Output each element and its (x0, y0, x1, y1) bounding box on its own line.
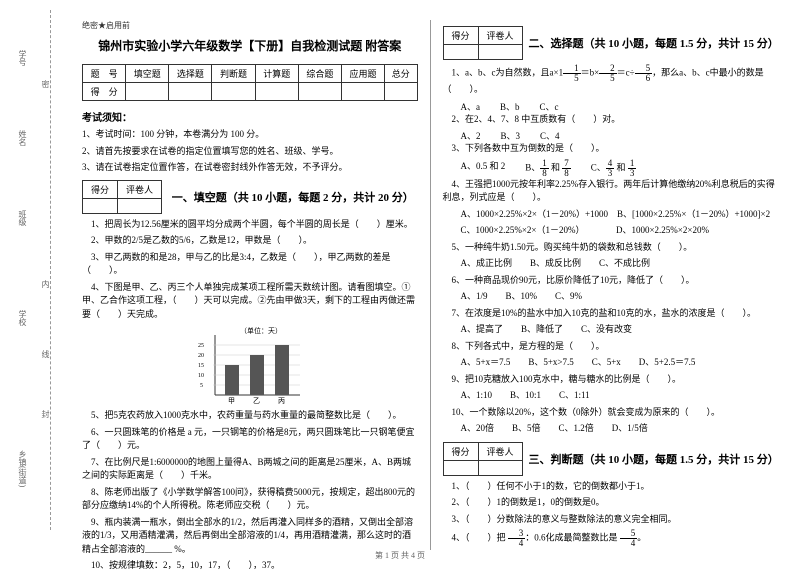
bind-mark: 密 (40, 80, 51, 88)
score-summary-table: 题 号 填空题 选择题 判断题 计算题 综合题 应用题 总分 得 分 (82, 64, 418, 101)
s2q2: 2、在2、4、7、8 中互质数有（ ）对。 (443, 113, 779, 127)
s2q3: 3、下列各数中互为倒数的是（ ）。 (443, 142, 779, 156)
td[interactable] (126, 83, 169, 101)
q1: 1、把周长为12.56厘米的圆平均分成两个半圆，每个半圆的周长是（ ）厘米。 (82, 218, 418, 232)
s2q8: 8、下列各式中，是方程的是（ ）。 (443, 340, 779, 354)
s3q4: 4、（ ）把 34：0.6化成最简整数比是 54。 (443, 529, 779, 548)
page-footer: 第 1 页 共 4 页 (0, 550, 800, 561)
s3q1: 1、（ ）任何不小于1的数，它的倒数都小于1。 (443, 480, 779, 494)
s2q9-o: A、1:10 B、10:1 C、1:11 (443, 389, 779, 403)
th: 综合题 (298, 65, 341, 83)
svg-text:甲: 甲 (228, 397, 235, 405)
svg-text:乙: 乙 (253, 397, 260, 405)
s2q3-opts: A、0.5 和 2 B、18 和 78 C、43 和 13 (461, 159, 779, 178)
s2q4-o1: A、1000×2.25%×2×（1－20%）+1000 B、[1000×2.25… (443, 208, 779, 222)
s2q5-o: A、成正比例 B、成反比例 C、不成比例 (443, 257, 779, 271)
s2q7-o: A、提高了 B、降低了 C、没有改变 (443, 323, 779, 337)
right-column: 得分评卷人 二、选择题（共 10 小题，每题 1.5 分，共计 15 分） 1、… (431, 20, 791, 550)
s2q2-opts: A、2B、3C、4 (461, 129, 779, 142)
q3: 3、甲乙两数的和是28，甲与乙的比是3:4，乙数是（ ），甲乙两数的差是（ ）。 (82, 251, 418, 278)
secrecy-tag: 绝密★启用前 (82, 20, 418, 31)
section-2-head: 得分评卷人 二、选择题（共 10 小题，每题 1.5 分，共计 15 分） (443, 26, 779, 60)
q10: 10、按规律填数：2，5，10，17，（ ），37。 (82, 559, 418, 573)
section-2-title: 二、选择题（共 10 小题，每题 1.5 分，共计 15 分） (529, 35, 778, 51)
s2q10-o: A、20倍 B、5倍 C、1.2倍 D、1/5倍 (443, 422, 779, 436)
s2q1: 1、a、b、c为自然数，且a×115＝b×25＝c÷56，那么a、b、c中最小的… (443, 64, 779, 97)
th: 题 号 (83, 65, 126, 83)
q2: 2、甲数的2/5是乙数的5/6，乙数是12，甲数是（ ）。 (82, 234, 418, 248)
s2q5: 5、一种纯牛奶1.50元。购买纯牛奶的袋数和总钱数（ ）。 (443, 241, 779, 255)
q7: 7、在比例尺是1:6000000的地图上量得A、B两城之间的距离是25厘米，A、… (82, 456, 418, 483)
s3q3: 3、（ ）分数除法的意义与整数除法的意义完全相同。 (443, 513, 779, 527)
score-box: 得分评卷人 (443, 26, 523, 60)
th: 应用题 (341, 65, 384, 83)
svg-text:25: 25 (198, 343, 204, 349)
section-3-head: 得分评卷人 三、判断题（共 10 小题，每题 1.5 分，共计 15 分） (443, 442, 779, 476)
q8: 8、陈老师出版了《小学数学解答100问》，获得稿费5000元，按规定，超出800… (82, 486, 418, 513)
page: 绝密★启用前 锦州市实验小学六年级数学【下册】自我检测试题 附答案 题 号 填空… (0, 0, 800, 565)
s2q6-o: A、1/9 B、10% C、9% (443, 290, 779, 304)
binding-line (50, 10, 51, 530)
svg-text:丙: 丙 (278, 397, 285, 405)
s3q2: 2、（ ）1的倒数是1，0的倒数是0。 (443, 496, 779, 510)
svg-text:10: 10 (198, 373, 204, 379)
q5: 5、把5克农药放入1000克水中，农药重量与药水重量的最简整数比是（ ）。 (82, 409, 418, 423)
bind-mark: 线 (40, 350, 51, 358)
bind-mark: 封 (40, 410, 51, 418)
bind-label: 乡镇(街道) (17, 450, 28, 487)
q4: 4、下图是甲、乙、丙三个人单独完成某项工程所需天数统计图。请看图填空。①甲、乙合… (82, 281, 418, 322)
bind-label: 学校 (17, 310, 28, 326)
section-3-title: 三、判断题（共 10 小题，每题 1.5 分，共计 15 分） (529, 451, 778, 467)
q6: 6、一只圆珠笔的价格是 a 元，一只钢笔的价格是8元，两只圆珠笔比一只钢笔便宜了… (82, 426, 418, 453)
s2q1-opts: A、aB、bC、c (461, 100, 779, 113)
notice-title: 考试须知： (82, 109, 418, 124)
th: 选择题 (169, 65, 212, 83)
bind-label: 班级 (17, 210, 28, 226)
notice-item: 2、请首先按要求在试卷的指定位置填写您的姓名、班级、学号。 (82, 145, 418, 158)
s2q7: 7、在浓度是10%的盐水中加入10克的盐和10克的水，盐水的浓度是（ ）。 (443, 307, 779, 321)
s2q9: 9、把10克糖放入100克水中，糖与糖水的比例是（ ）。 (443, 373, 779, 387)
th: 填空题 (126, 65, 169, 83)
bind-mark: 内 (40, 280, 51, 288)
left-column: 绝密★启用前 锦州市实验小学六年级数学【下册】自我检测试题 附答案 题 号 填空… (70, 20, 431, 550)
s2q4-o2: C、1000×2.25%×2×（1－20%） D、1000×2.25%×2×20… (443, 224, 779, 238)
th: 计算题 (255, 65, 298, 83)
td: 得 分 (83, 83, 126, 101)
exam-title: 锦州市实验小学六年级数学【下册】自我检测试题 附答案 (82, 37, 418, 54)
svg-text:20: 20 (198, 353, 204, 359)
s2q8-o: A、5+x＝7.5 B、5+x>7.5 C、5+x D、5+2.5＝7.5 (443, 356, 779, 370)
bind-label: 学号 (17, 50, 28, 66)
score-box: 得分评卷人 (82, 180, 162, 214)
svg-text:5: 5 (200, 383, 203, 389)
th: 总分 (385, 65, 417, 83)
chart-ylabel: （单位：天） (240, 326, 282, 335)
th: 判断题 (212, 65, 255, 83)
bar-chart: （单位：天） 5 10 15 20 25 甲 乙 丙 (190, 325, 310, 405)
svg-text:15: 15 (198, 363, 204, 369)
binding-area: 学号 姓名 班级 学校 乡镇(街道) 密 内 线 封 (15, 10, 65, 530)
bind-label: 姓名 (17, 130, 28, 146)
notice-item: 1、考试时间：100 分钟，本卷满分为 100 分。 (82, 128, 418, 141)
s2q6: 6、一种商品现价90元，比原价降低了10元，降低了（ ）。 (443, 274, 779, 288)
notice-item: 3、请在试卷指定位置作答，在试卷密封线外作答无效，不予评分。 (82, 161, 418, 174)
score-box: 得分评卷人 (443, 442, 523, 476)
s2q4: 4、王强把1000元按年利率2.25%存入银行。两年后计算他缴纳20%利息税后的… (443, 178, 779, 205)
s2q10: 10、一个数除以20%，这个数（0除外）就会变成为原来的（ ）。 (443, 406, 779, 420)
section-1-title: 一、填空题（共 10 小题，每题 2 分，共计 20 分） (168, 189, 417, 205)
section-1-head: 得分评卷人 一、填空题（共 10 小题，每题 2 分，共计 20 分） (82, 180, 418, 214)
